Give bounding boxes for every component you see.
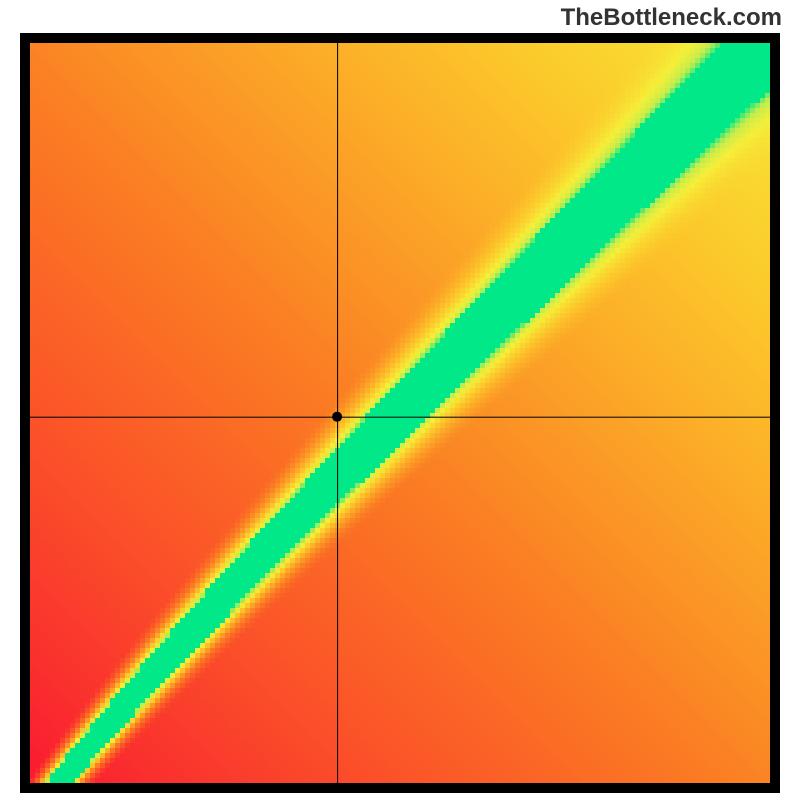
crosshair-overlay (30, 43, 770, 783)
heatmap-plot-area (30, 43, 770, 783)
watermark-text: TheBottleneck.com (561, 4, 782, 32)
